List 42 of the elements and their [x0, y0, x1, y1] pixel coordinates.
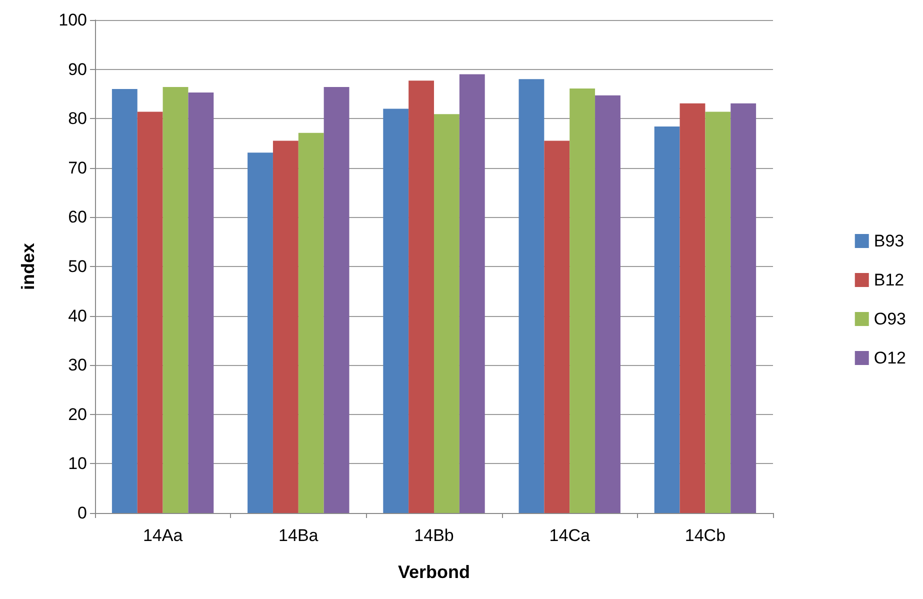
x-tick-label: 14Aa — [142, 526, 184, 545]
bar — [654, 126, 680, 513]
legend-label: O12 — [874, 348, 906, 368]
bar — [705, 112, 731, 513]
bar — [383, 108, 409, 513]
y-tick-label: 90 — [68, 60, 87, 79]
y-tick-label: 70 — [68, 158, 87, 178]
bar — [595, 95, 620, 513]
y-tick-label: 60 — [68, 208, 87, 227]
bar — [298, 132, 324, 513]
bar — [248, 152, 273, 513]
y-tick-label: 40 — [68, 306, 87, 326]
y-tick-label: 30 — [68, 356, 87, 375]
legend-label: O93 — [874, 310, 906, 328]
bar — [730, 103, 756, 513]
y-tick-label: 50 — [68, 257, 87, 276]
x-axis-title: Verbond — [398, 562, 470, 582]
y-tick-label: 10 — [68, 454, 87, 474]
y-axis-title: index — [18, 242, 38, 290]
bar — [434, 114, 460, 513]
bar — [324, 87, 350, 513]
bar — [162, 87, 188, 513]
bar — [272, 140, 298, 513]
legend-label: B12 — [874, 270, 904, 290]
bar — [680, 103, 706, 513]
bar — [408, 80, 434, 513]
bar — [188, 92, 214, 513]
x-tick-label: 14Bb — [414, 526, 454, 545]
y-tick-label: 100 — [58, 10, 87, 30]
x-tick-label: 14Ba — [278, 526, 319, 545]
bar — [112, 89, 138, 513]
y-tick-label: 0 — [78, 504, 87, 522]
x-tick-label: 14Ca — [549, 526, 590, 545]
y-tick-label: 20 — [68, 404, 87, 424]
legend-label: B93 — [874, 232, 904, 250]
x-tick-label: 14Cb — [684, 526, 726, 545]
bar — [570, 88, 596, 513]
bar — [137, 112, 163, 513]
bar — [459, 74, 485, 513]
bar — [544, 140, 570, 513]
y-tick-label: 80 — [68, 109, 87, 128]
bar — [518, 79, 544, 513]
